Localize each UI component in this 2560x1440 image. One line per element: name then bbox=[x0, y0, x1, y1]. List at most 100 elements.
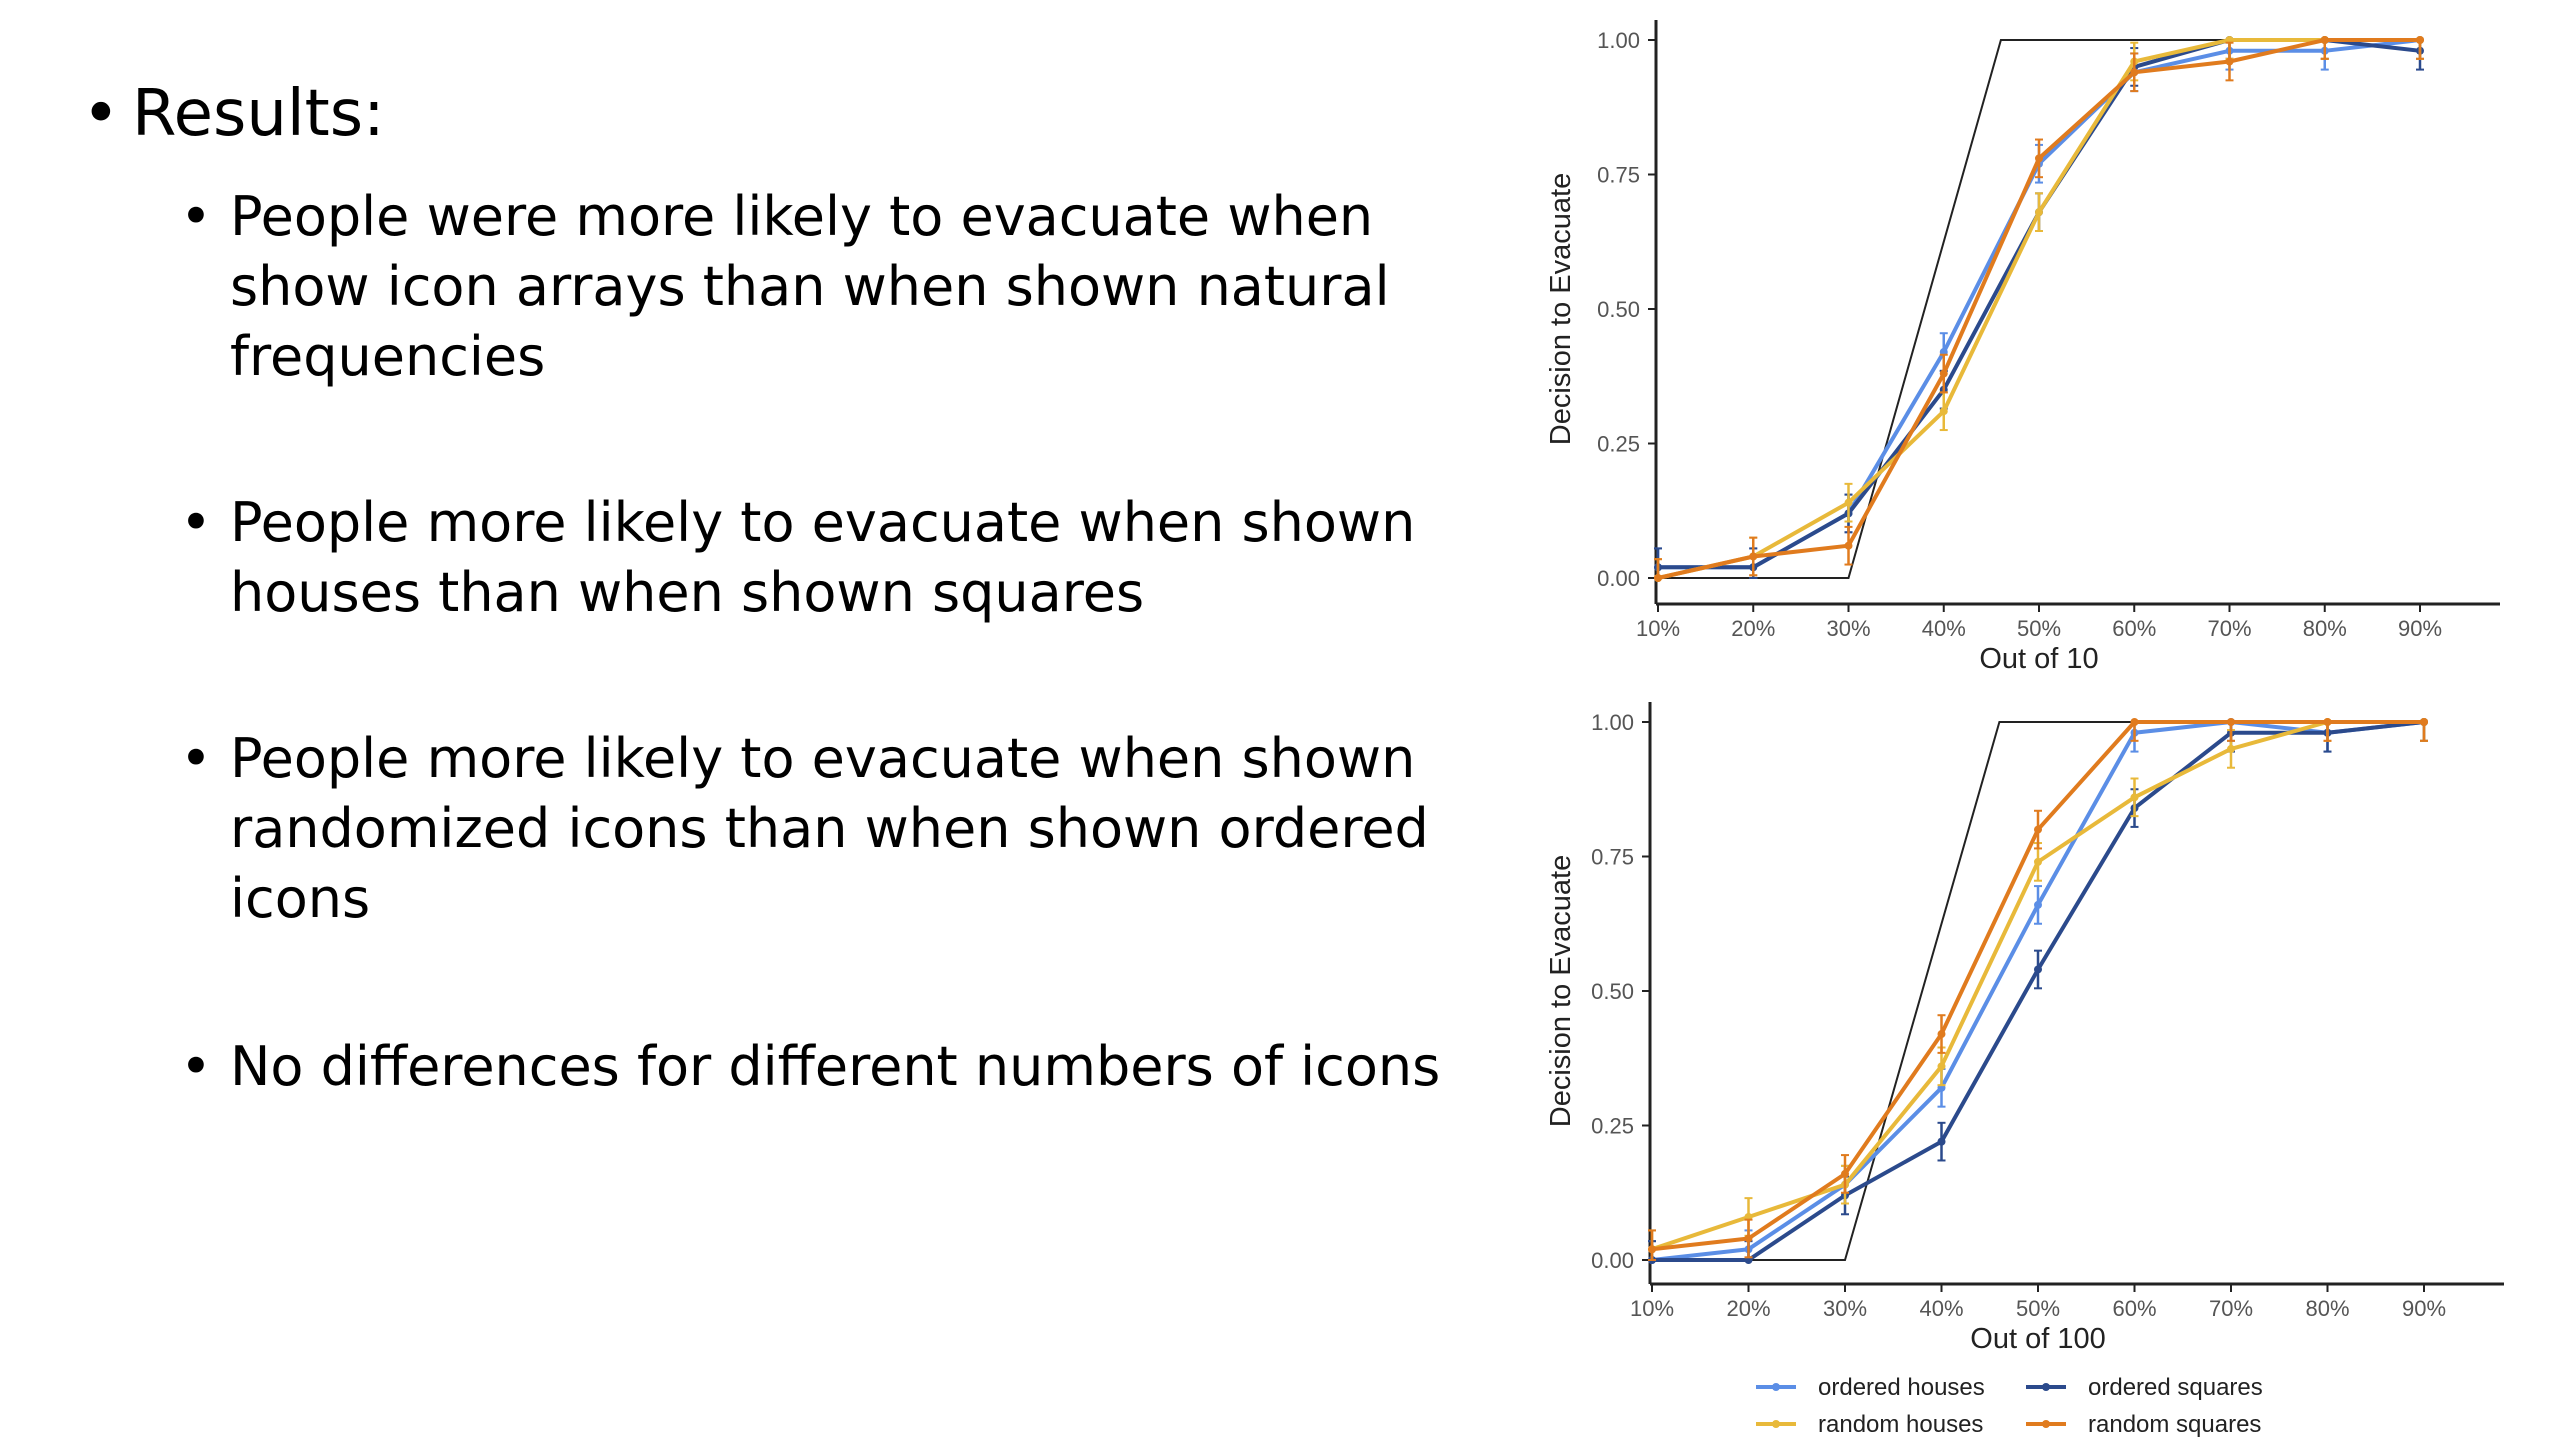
data-point bbox=[2130, 804, 2139, 813]
legend-marker bbox=[1772, 1420, 1780, 1428]
data-point bbox=[1844, 541, 1853, 550]
data-point bbox=[2420, 718, 2428, 726]
data-point bbox=[2323, 728, 2332, 737]
y-tick-label: 0.50 bbox=[1597, 297, 1640, 322]
legend-marker bbox=[1772, 1383, 1780, 1391]
data-point bbox=[1939, 369, 1948, 378]
reference-line bbox=[1652, 721, 2424, 1261]
y-tick-label: 1.00 bbox=[1597, 28, 1640, 53]
data-point bbox=[2035, 208, 2043, 217]
data-point bbox=[2320, 36, 2329, 44]
x-tick-label: 50% bbox=[2017, 616, 2061, 641]
data-point bbox=[2130, 68, 2139, 77]
data-point bbox=[2416, 36, 2424, 44]
data-point bbox=[2320, 36, 2329, 44]
data-point bbox=[1744, 1234, 1753, 1243]
data-point bbox=[2227, 744, 2235, 753]
data-point bbox=[1744, 1212, 1753, 1221]
x-tick-label: 10% bbox=[1636, 616, 1680, 641]
series-line bbox=[1658, 38, 2421, 570]
data-point bbox=[1937, 1030, 1946, 1039]
data-point bbox=[1937, 1083, 1946, 1092]
series-line bbox=[1658, 38, 2421, 570]
x-tick-label: 80% bbox=[2303, 616, 2347, 641]
y-tick-label: 1.00 bbox=[1591, 710, 1634, 735]
data-point bbox=[2225, 46, 2234, 55]
data-point bbox=[1841, 1180, 1849, 1189]
data-point bbox=[1937, 1137, 1946, 1146]
data-point bbox=[1939, 348, 1948, 357]
data-point bbox=[2227, 718, 2235, 726]
bullet-dot: • bbox=[180, 185, 212, 248]
data-point bbox=[1841, 1169, 1849, 1178]
data-point bbox=[2225, 36, 2234, 44]
series-line bbox=[1652, 720, 2425, 1262]
series-line bbox=[1651, 720, 2424, 1252]
data-point bbox=[2416, 46, 2424, 55]
bullet-dot: • bbox=[180, 491, 212, 554]
x-tick-label: 20% bbox=[1726, 1296, 1770, 1321]
data-point bbox=[1648, 1256, 1656, 1264]
data-point bbox=[1744, 1245, 1753, 1254]
bullet-text: No differences for different numbers of … bbox=[230, 1035, 1441, 1098]
data-point bbox=[2323, 718, 2332, 726]
data-point bbox=[2227, 728, 2235, 737]
data-point bbox=[2034, 825, 2042, 834]
data-point bbox=[2227, 718, 2235, 726]
data-point bbox=[1939, 385, 1948, 394]
data-point bbox=[2034, 857, 2042, 866]
data-point bbox=[2323, 728, 2332, 737]
data-point bbox=[1654, 563, 1662, 572]
y-axis-title: Decision to Evacuate bbox=[1545, 855, 1577, 1127]
data-point bbox=[1648, 1245, 1656, 1254]
data-point bbox=[1749, 563, 1758, 572]
legend-marker bbox=[2042, 1420, 2050, 1428]
legend-label: random squares bbox=[2088, 1411, 2261, 1438]
reference-line bbox=[1658, 39, 2420, 579]
bullet-text: People more likely to evacuate when show… bbox=[230, 727, 1429, 930]
data-point bbox=[1841, 1191, 1849, 1200]
legend-label: ordered houses bbox=[1818, 1374, 1985, 1401]
data-point bbox=[2416, 36, 2424, 44]
x-tick-label: 50% bbox=[2016, 1296, 2060, 1321]
data-point bbox=[1749, 552, 1758, 561]
data-point bbox=[2035, 208, 2043, 217]
legend-marker bbox=[2042, 1383, 2050, 1391]
data-point bbox=[1841, 1180, 1849, 1189]
data-point bbox=[2035, 159, 2043, 168]
bullet-text: People were more likely to evacuate when… bbox=[230, 185, 1390, 388]
data-point bbox=[2323, 718, 2332, 726]
data-point bbox=[2225, 36, 2234, 44]
data-point bbox=[1844, 498, 1853, 507]
y-tick-label: 0.75 bbox=[1591, 845, 1634, 870]
data-point bbox=[2130, 68, 2139, 77]
data-point bbox=[2034, 900, 2042, 909]
data-point bbox=[1654, 574, 1662, 582]
data-point bbox=[2130, 57, 2139, 66]
y-tick-label: 0.50 bbox=[1591, 979, 1634, 1004]
series-line bbox=[1657, 38, 2420, 580]
x-tick-label: 70% bbox=[2207, 616, 2251, 641]
x-tick-label: 80% bbox=[2305, 1296, 2349, 1321]
y-axis-title: Decision to Evacuate bbox=[1545, 173, 1577, 445]
x-tick-label: 60% bbox=[2112, 616, 2156, 641]
data-point bbox=[1654, 563, 1662, 572]
x-tick-label: 70% bbox=[2209, 1296, 2253, 1321]
data-point bbox=[2130, 718, 2139, 726]
slide-text: • Results: • People were more likely to … bbox=[82, 77, 1441, 1098]
series-line bbox=[1651, 720, 2424, 1252]
data-point bbox=[2416, 36, 2424, 44]
slide-heading: Results: bbox=[132, 77, 385, 151]
data-point bbox=[2320, 36, 2329, 44]
data-point bbox=[1749, 552, 1758, 561]
legend-label: random houses bbox=[1818, 1411, 1983, 1438]
data-point bbox=[2225, 57, 2234, 66]
x-tick-label: 30% bbox=[1826, 616, 1870, 641]
x-tick-label: 90% bbox=[2402, 1296, 2446, 1321]
x-tick-label: 60% bbox=[2112, 1296, 2156, 1321]
data-point bbox=[1939, 407, 1948, 416]
x-axis-title: Out of 10 bbox=[1979, 643, 2098, 675]
x-tick-label: 40% bbox=[1922, 616, 1966, 641]
series-line bbox=[1651, 720, 2425, 1262]
data-point bbox=[1844, 509, 1853, 518]
